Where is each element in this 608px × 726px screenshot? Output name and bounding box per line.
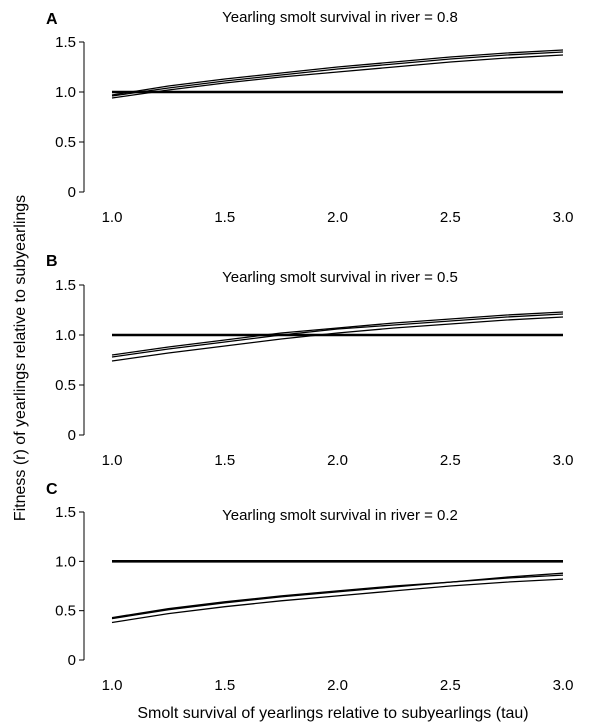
- x-tick-label: 2.5: [440, 209, 461, 226]
- series-line: [111, 572, 564, 619]
- x-tick-label: 3.0: [553, 209, 574, 226]
- series-line: [111, 54, 564, 99]
- series-line: [111, 311, 564, 356]
- x-tick-label: 2.5: [440, 677, 461, 694]
- y-tick-label: 0.5: [55, 134, 76, 151]
- y-tick-label: 1.0: [55, 327, 76, 344]
- y-tick-label: 1.5: [55, 504, 76, 521]
- x-tick-label: 1.0: [102, 452, 123, 469]
- y-tick-label: 0.5: [55, 603, 76, 620]
- y-tick-label: 0: [68, 184, 76, 201]
- panel-letter: B: [46, 253, 58, 270]
- panel-c: C Yearling smolt survival in river = 0.2 0…: [46, 481, 573, 694]
- x-tick-label: 1.5: [214, 677, 235, 694]
- panel-title: Yearling smolt survival in river = 0.2: [222, 507, 458, 524]
- y-tick-label: 0: [68, 652, 76, 669]
- x-tick-label: 2.0: [327, 209, 348, 226]
- y-tick-label: 1.5: [55, 277, 76, 294]
- y-tick-label: 1.5: [55, 34, 76, 51]
- x-axis-label: Smolt survival of yearlings relative to …: [137, 705, 528, 722]
- x-tick-label: 3.0: [553, 677, 574, 694]
- x-tick-label: 2.0: [327, 452, 348, 469]
- x-tick-label: 3.0: [553, 452, 574, 469]
- series-line: [111, 316, 564, 362]
- panel-title: Yearling smolt survival in river = 0.5: [222, 269, 458, 286]
- series-line: [111, 574, 564, 620]
- y-axis-label: Fitness (r) of yearlings relative to sub…: [12, 195, 29, 521]
- panel-b: B Yearling smolt survival in river = 0.5 0…: [46, 253, 573, 469]
- series-line: [111, 49, 564, 96]
- series-line: [111, 313, 564, 358]
- x-tick-label: 1.0: [102, 209, 123, 226]
- panel-letter: C: [46, 481, 58, 498]
- series-line: [111, 578, 564, 624]
- y-tick-label: 0: [68, 427, 76, 444]
- x-tick-label: 2.0: [327, 677, 348, 694]
- panel-letter: A: [46, 11, 58, 28]
- x-tick-label: 1.5: [214, 209, 235, 226]
- panel-a: A Yearling smolt survival in river = 0.8 0…: [46, 9, 573, 226]
- y-tick-label: 1.0: [55, 553, 76, 570]
- y-tick-label: 1.0: [55, 84, 76, 101]
- y-tick-label: 0.5: [55, 377, 76, 394]
- panel-title: Yearling smolt survival in river = 0.8: [222, 9, 458, 26]
- series-line: [111, 51, 564, 97]
- x-tick-label: 1.0: [102, 677, 123, 694]
- x-tick-label: 2.5: [440, 452, 461, 469]
- x-tick-label: 1.5: [214, 452, 235, 469]
